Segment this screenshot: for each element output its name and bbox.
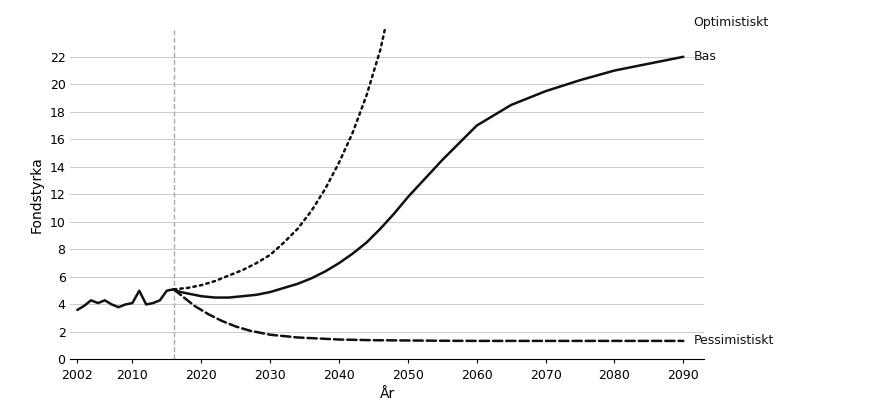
Text: Optimistiskt: Optimistiskt [693,16,769,29]
Text: Bas: Bas [693,50,716,63]
Text: Pessimistiskt: Pessimistiskt [693,334,774,347]
X-axis label: År: År [379,387,395,401]
Y-axis label: Fondstyrka: Fondstyrka [30,156,44,233]
